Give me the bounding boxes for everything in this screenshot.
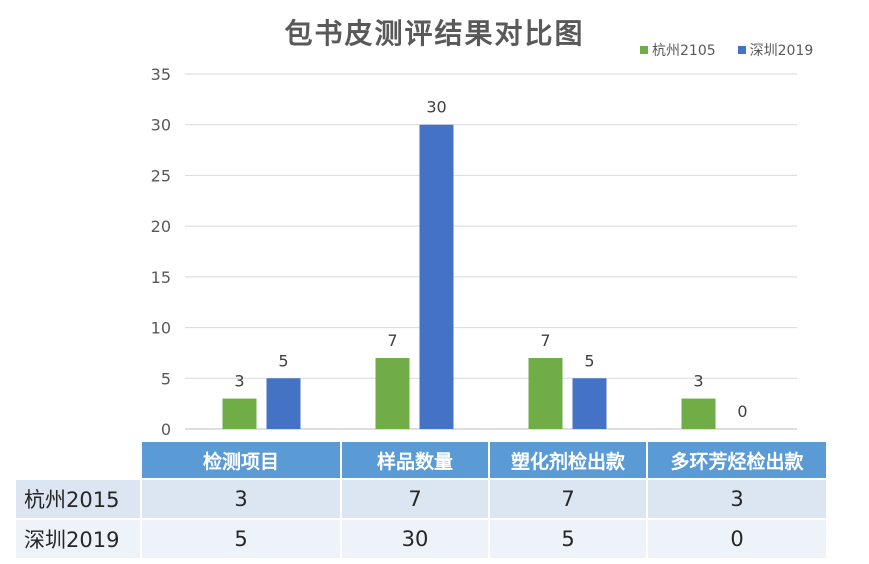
data-label: 3 (234, 372, 244, 391)
table-cell: 30 (340, 518, 490, 560)
chart-legend: 杭州2105 深圳2019 (640, 40, 813, 60)
table-header-cell: 塑化剂检出款 (488, 440, 648, 480)
chart-title: 包书皮测评结果对比图 (284, 17, 585, 50)
table-corner (15, 441, 141, 479)
y-tick-label: 15 (151, 268, 171, 287)
legend-item-series-2: 深圳2019 (737, 40, 814, 60)
table-header-cell: 检测项目 (140, 440, 342, 480)
table-cell: 7 (488, 478, 648, 520)
table-header-row: 检测项目 样品数量 塑化剂检出款 多环芳烃检出款 (15, 440, 828, 480)
table-cell: 0 (646, 518, 828, 560)
data-table: 检测项目 样品数量 塑化剂检出款 多环芳烃检出款 杭州2015 3 7 7 3 … (14, 440, 828, 560)
bar (375, 358, 410, 429)
data-label: 7 (387, 331, 397, 350)
data-label: 5 (584, 351, 594, 370)
data-label: 5 (278, 351, 288, 370)
data-label: 0 (737, 402, 747, 421)
legend-swatch-series-1 (640, 46, 648, 54)
legend-swatch-series-2 (737, 46, 746, 54)
table-row: 杭州2015 3 7 7 3 (14, 478, 828, 520)
legend-item-series-1: 杭州2105 (640, 40, 716, 60)
table-row-label: 深圳2019 (14, 518, 142, 560)
table-cell: 5 (488, 518, 648, 560)
y-tick-label: 30 (151, 116, 171, 135)
bar (572, 378, 607, 429)
table-row: 深圳2019 5 30 5 0 (14, 518, 828, 560)
table-cell: 7 (340, 478, 490, 520)
y-tick-label: 25 (151, 166, 171, 185)
y-tick-label: 5 (161, 369, 171, 388)
legend-label-series-1: 杭州2105 (652, 43, 716, 59)
table-header-cell: 多环芳烃检出款 (646, 440, 828, 480)
bar (681, 398, 716, 429)
y-tick-label: 10 (151, 319, 171, 338)
table-cell: 5 (140, 518, 342, 560)
data-label: 3 (693, 372, 703, 391)
bar (528, 358, 563, 429)
table-row-label: 杭州2015 (14, 478, 142, 520)
y-tick-label: 0 (161, 420, 171, 439)
table-cell: 3 (646, 478, 828, 520)
bar (419, 124, 454, 429)
bar (222, 398, 257, 429)
data-label: 7 (540, 331, 550, 350)
table-cell: 3 (140, 478, 342, 520)
legend-label-series-2: 深圳2019 (749, 43, 814, 59)
bar (266, 378, 301, 429)
table-header-cell: 样品数量 (340, 440, 490, 480)
y-tick-label: 20 (151, 217, 171, 236)
data-label: 30 (426, 98, 446, 117)
y-tick-label: 35 (151, 65, 171, 84)
